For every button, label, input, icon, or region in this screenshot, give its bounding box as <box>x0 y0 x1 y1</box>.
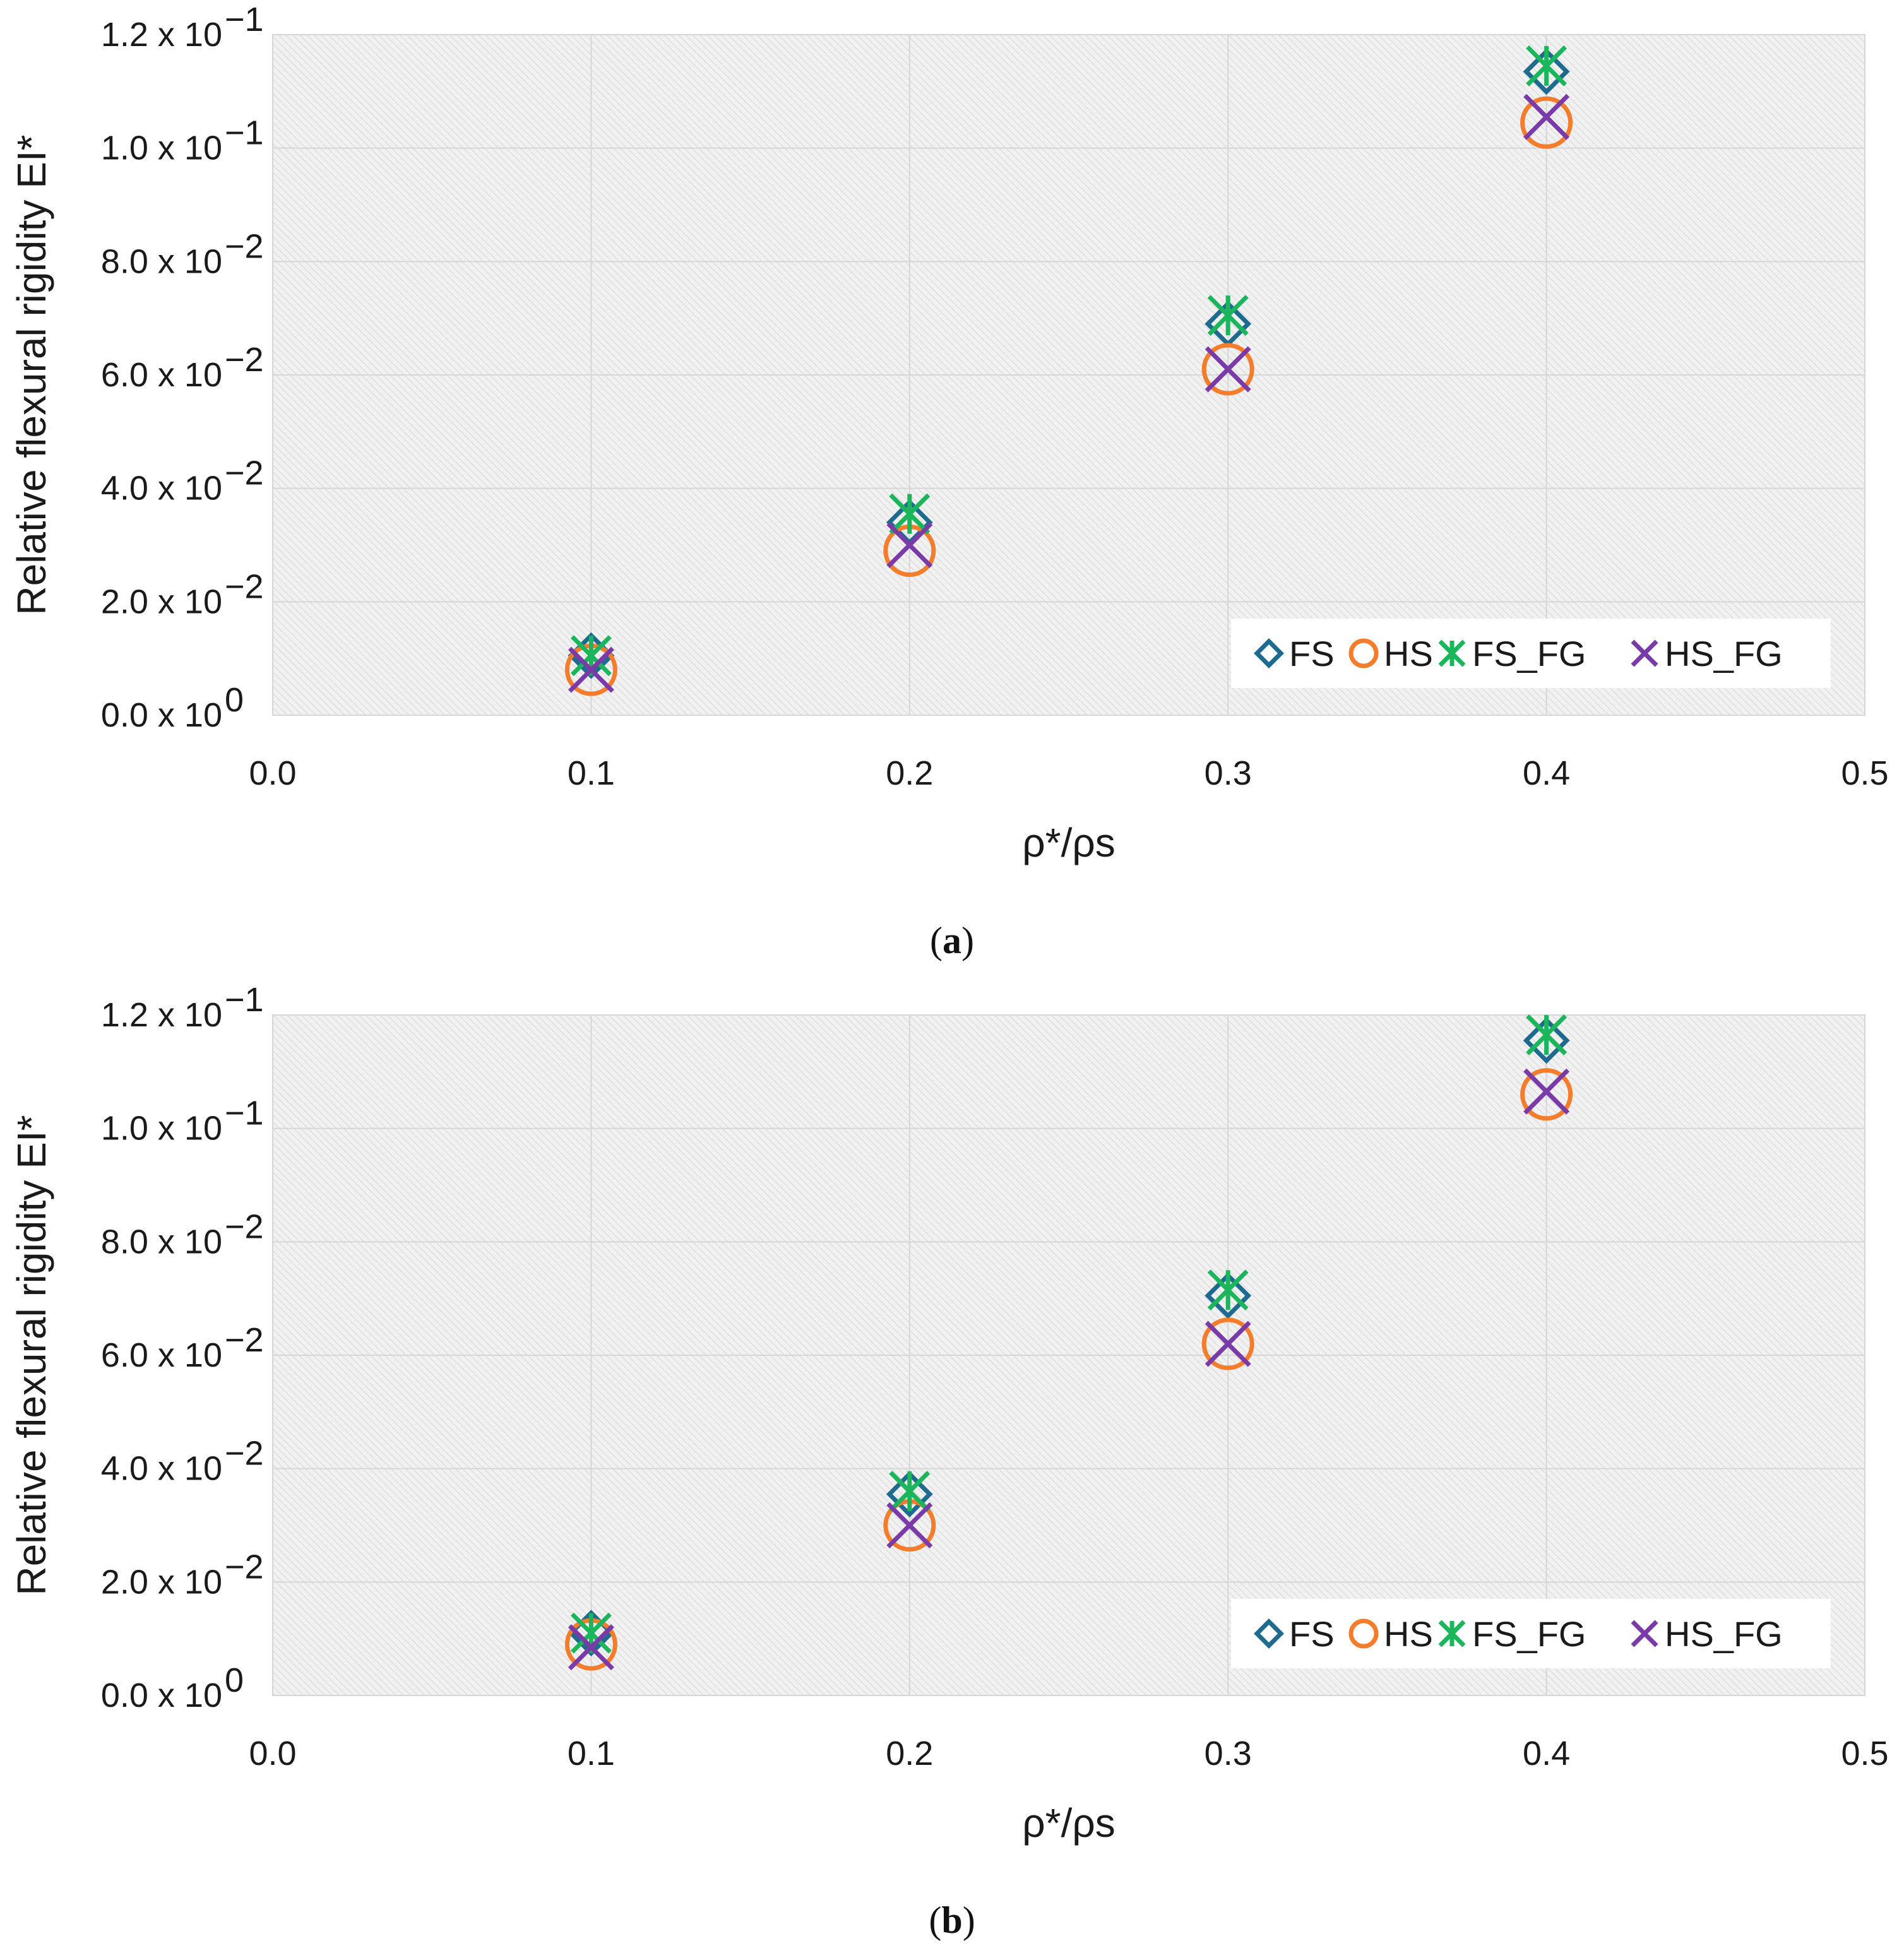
data-point-fs <box>1523 1017 1570 1064</box>
grid-lines <box>272 34 1865 716</box>
legend-label-hs-fg: HS_FG <box>1665 634 1783 674</box>
data-point-hs <box>1201 343 1254 396</box>
y-axis-ticks: 0.0 x 10 02.0 x 10 −24.0 x 10 −26.0 x 10 −28… <box>101 981 264 1714</box>
data-point-fs-fg <box>889 1471 931 1512</box>
y-tick-exponent: −2 <box>225 341 264 379</box>
y-tick-exponent: −1 <box>225 1 264 39</box>
legend-label-fs-fg: FS_FG <box>1472 1614 1586 1654</box>
legend-marker-hs <box>1348 1618 1379 1649</box>
legend-label-fs-fg: FS_FG <box>1472 634 1586 674</box>
y-tick-label: 1.2 x 10 <box>101 16 222 54</box>
legend-label-fs: FS <box>1289 634 1335 674</box>
panel-caption-b: (b) <box>929 1899 975 1941</box>
x-tick-label: 0.0 <box>249 754 296 792</box>
data-point-hs-fg <box>886 522 933 568</box>
y-tick-exponent: −2 <box>225 454 264 492</box>
data-point-hs-fg <box>1523 93 1570 140</box>
y-tick-exponent: −2 <box>225 1548 264 1586</box>
data-point-hs-fg <box>886 1502 933 1548</box>
y-tick-label: 2.0 x 10 <box>101 1563 222 1601</box>
y-axis-title: Relative flexural rigidity EI* <box>9 134 54 615</box>
chart-panel-b: 0.0 x 10 02.0 x 10 −24.0 x 10 −26.0 x 10 −28… <box>9 981 1889 1941</box>
data-point-fs-fg <box>889 493 931 535</box>
legend: FS HS FS_FG HS_FG <box>1231 619 1831 688</box>
x-axis-title: ρ*/ρs <box>1022 820 1116 865</box>
x-tick-label: 0.0 <box>249 1735 296 1772</box>
y-tick-exponent: −1 <box>225 1095 264 1132</box>
y-tick-label: 2.0 x 10 <box>101 583 222 620</box>
y-tick-label: 6.0 x 10 <box>101 356 222 394</box>
y-tick-label: 8.0 x 10 <box>101 242 222 280</box>
chart-panel-a: 0.0 x 10 02.0 x 10 −24.0 x 10 −26.0 x 10 −28… <box>9 1 1889 961</box>
y-tick-exponent: −2 <box>225 1208 264 1245</box>
x-tick-label: 0.1 <box>568 1735 615 1772</box>
data-point-hs-fg <box>1205 1321 1251 1367</box>
data-points <box>564 1014 1573 1671</box>
x-tick-label: 0.5 <box>1841 1735 1888 1772</box>
data-point-fs <box>1523 48 1570 95</box>
panel-caption-a: (a) <box>930 920 974 961</box>
legend-label-hs: HS <box>1384 1614 1433 1654</box>
legend-marker-fs <box>1254 638 1284 668</box>
y-tick-exponent: −2 <box>225 227 264 265</box>
x-tick-label: 0.4 <box>1523 1735 1570 1772</box>
y-tick-exponent: −2 <box>225 1435 264 1473</box>
x-axis-title: ρ*/ρs <box>1022 1800 1116 1846</box>
data-point-fs <box>1205 1272 1252 1319</box>
data-point-hs-fg <box>1205 346 1251 393</box>
x-tick-label: 0.2 <box>886 1735 933 1772</box>
data-points <box>564 45 1573 696</box>
y-tick-label: 1.0 x 10 <box>101 1110 222 1148</box>
grid-lines <box>272 1014 1865 1696</box>
legend-label-hs: HS <box>1384 634 1433 674</box>
y-tick-exponent: −2 <box>225 567 264 605</box>
y-tick-label: 1.0 x 10 <box>101 129 222 167</box>
x-tick-label: 0.1 <box>568 754 615 792</box>
y-tick-exponent: 0 <box>225 1661 244 1699</box>
y-tick-label: 4.0 x 10 <box>101 1450 222 1488</box>
y-tick-label: 0.0 x 10 <box>101 696 222 734</box>
x-tick-label: 0.3 <box>1205 754 1252 792</box>
legend-box <box>1231 1599 1831 1668</box>
x-tick-label: 0.5 <box>1841 754 1888 792</box>
data-point-fs-fg <box>1207 295 1249 336</box>
y-tick-label: 8.0 x 10 <box>101 1223 222 1261</box>
y-axis-ticks: 0.0 x 10 02.0 x 10 −24.0 x 10 −26.0 x 10 −28… <box>101 1 264 734</box>
x-tick-label: 0.4 <box>1523 754 1570 792</box>
y-tick-label: 0.0 x 10 <box>101 1677 222 1714</box>
x-tick-label: 0.2 <box>886 754 933 792</box>
legend-label-hs-fg: HS_FG <box>1665 1614 1783 1654</box>
legend-label-fs: FS <box>1289 1614 1335 1654</box>
legend-marker-fs-fg <box>1438 1620 1466 1647</box>
data-point-hs-fg <box>1523 1068 1570 1115</box>
x-axis-ticks: 0.0 0.1 0.2 0.3 0.4 0.5 <box>249 754 1888 792</box>
data-point-fs-fg <box>1526 1014 1568 1055</box>
legend: FS HS FS_FG HS_FG <box>1231 1599 1831 1668</box>
legend-marker-fs-fg <box>1438 639 1466 667</box>
legend-marker-fs <box>1254 1618 1284 1649</box>
data-point-fs-fg <box>1207 1269 1249 1311</box>
y-tick-label: 4.0 x 10 <box>101 470 222 508</box>
legend-marker-hs-fg <box>1631 639 1658 667</box>
data-point-fs <box>886 1471 933 1518</box>
x-axis-ticks: 0.0 0.1 0.2 0.3 0.4 0.5 <box>249 1735 1888 1772</box>
data-point-fs-fg <box>1526 45 1568 86</box>
data-point-hs <box>1520 96 1573 149</box>
legend-box <box>1231 619 1831 688</box>
x-tick-label: 0.3 <box>1205 1735 1252 1772</box>
y-tick-exponent: −1 <box>225 981 264 1019</box>
y-tick-label: 6.0 x 10 <box>101 1336 222 1374</box>
y-tick-exponent: −2 <box>225 1321 264 1359</box>
legend-marker-hs-fg <box>1631 1620 1658 1647</box>
data-point-hs-fg <box>568 1624 614 1671</box>
y-tick-exponent: 0 <box>225 681 244 719</box>
y-tick-label: 1.2 x 10 <box>101 996 222 1034</box>
y-tick-exponent: −1 <box>225 114 264 152</box>
data-point-hs <box>1201 1317 1254 1370</box>
legend-marker-hs <box>1348 638 1379 668</box>
data-point-hs-fg <box>568 646 614 693</box>
data-point-hs <box>1520 1068 1573 1121</box>
y-axis-title: Relative flexural rigidity EI* <box>9 1115 54 1595</box>
